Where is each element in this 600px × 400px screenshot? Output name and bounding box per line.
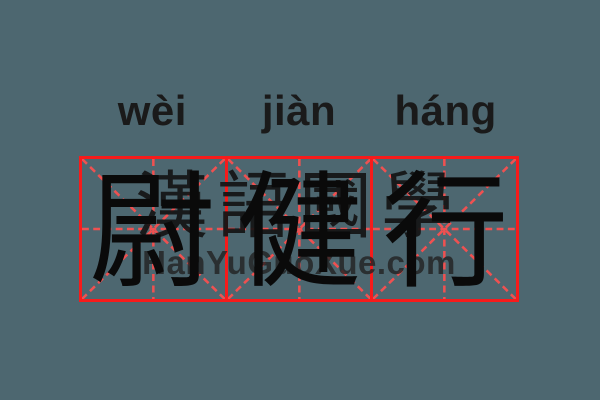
pinyin-row: wèi jiàn háng — [79, 88, 519, 134]
watermark-site-text: HanYuGuoXue.com — [142, 244, 456, 281]
pinyin-syllable-2: jiàn — [261, 87, 337, 134]
mizige-guides-icon — [82, 159, 225, 299]
mizige-cell-2 — [224, 159, 371, 299]
mizige-cell-3 — [370, 159, 517, 299]
mizige-guides-icon — [373, 159, 517, 299]
watermark-cjk-text: 漢語國學 — [135, 164, 463, 249]
pinyin-syllable-1: wèi — [117, 87, 187, 134]
pinyin-syllable-3: háng — [394, 87, 497, 134]
mizige-guides-icon — [227, 159, 371, 299]
mizige-cell-1 — [82, 159, 225, 299]
mizige-grid — [79, 156, 519, 302]
